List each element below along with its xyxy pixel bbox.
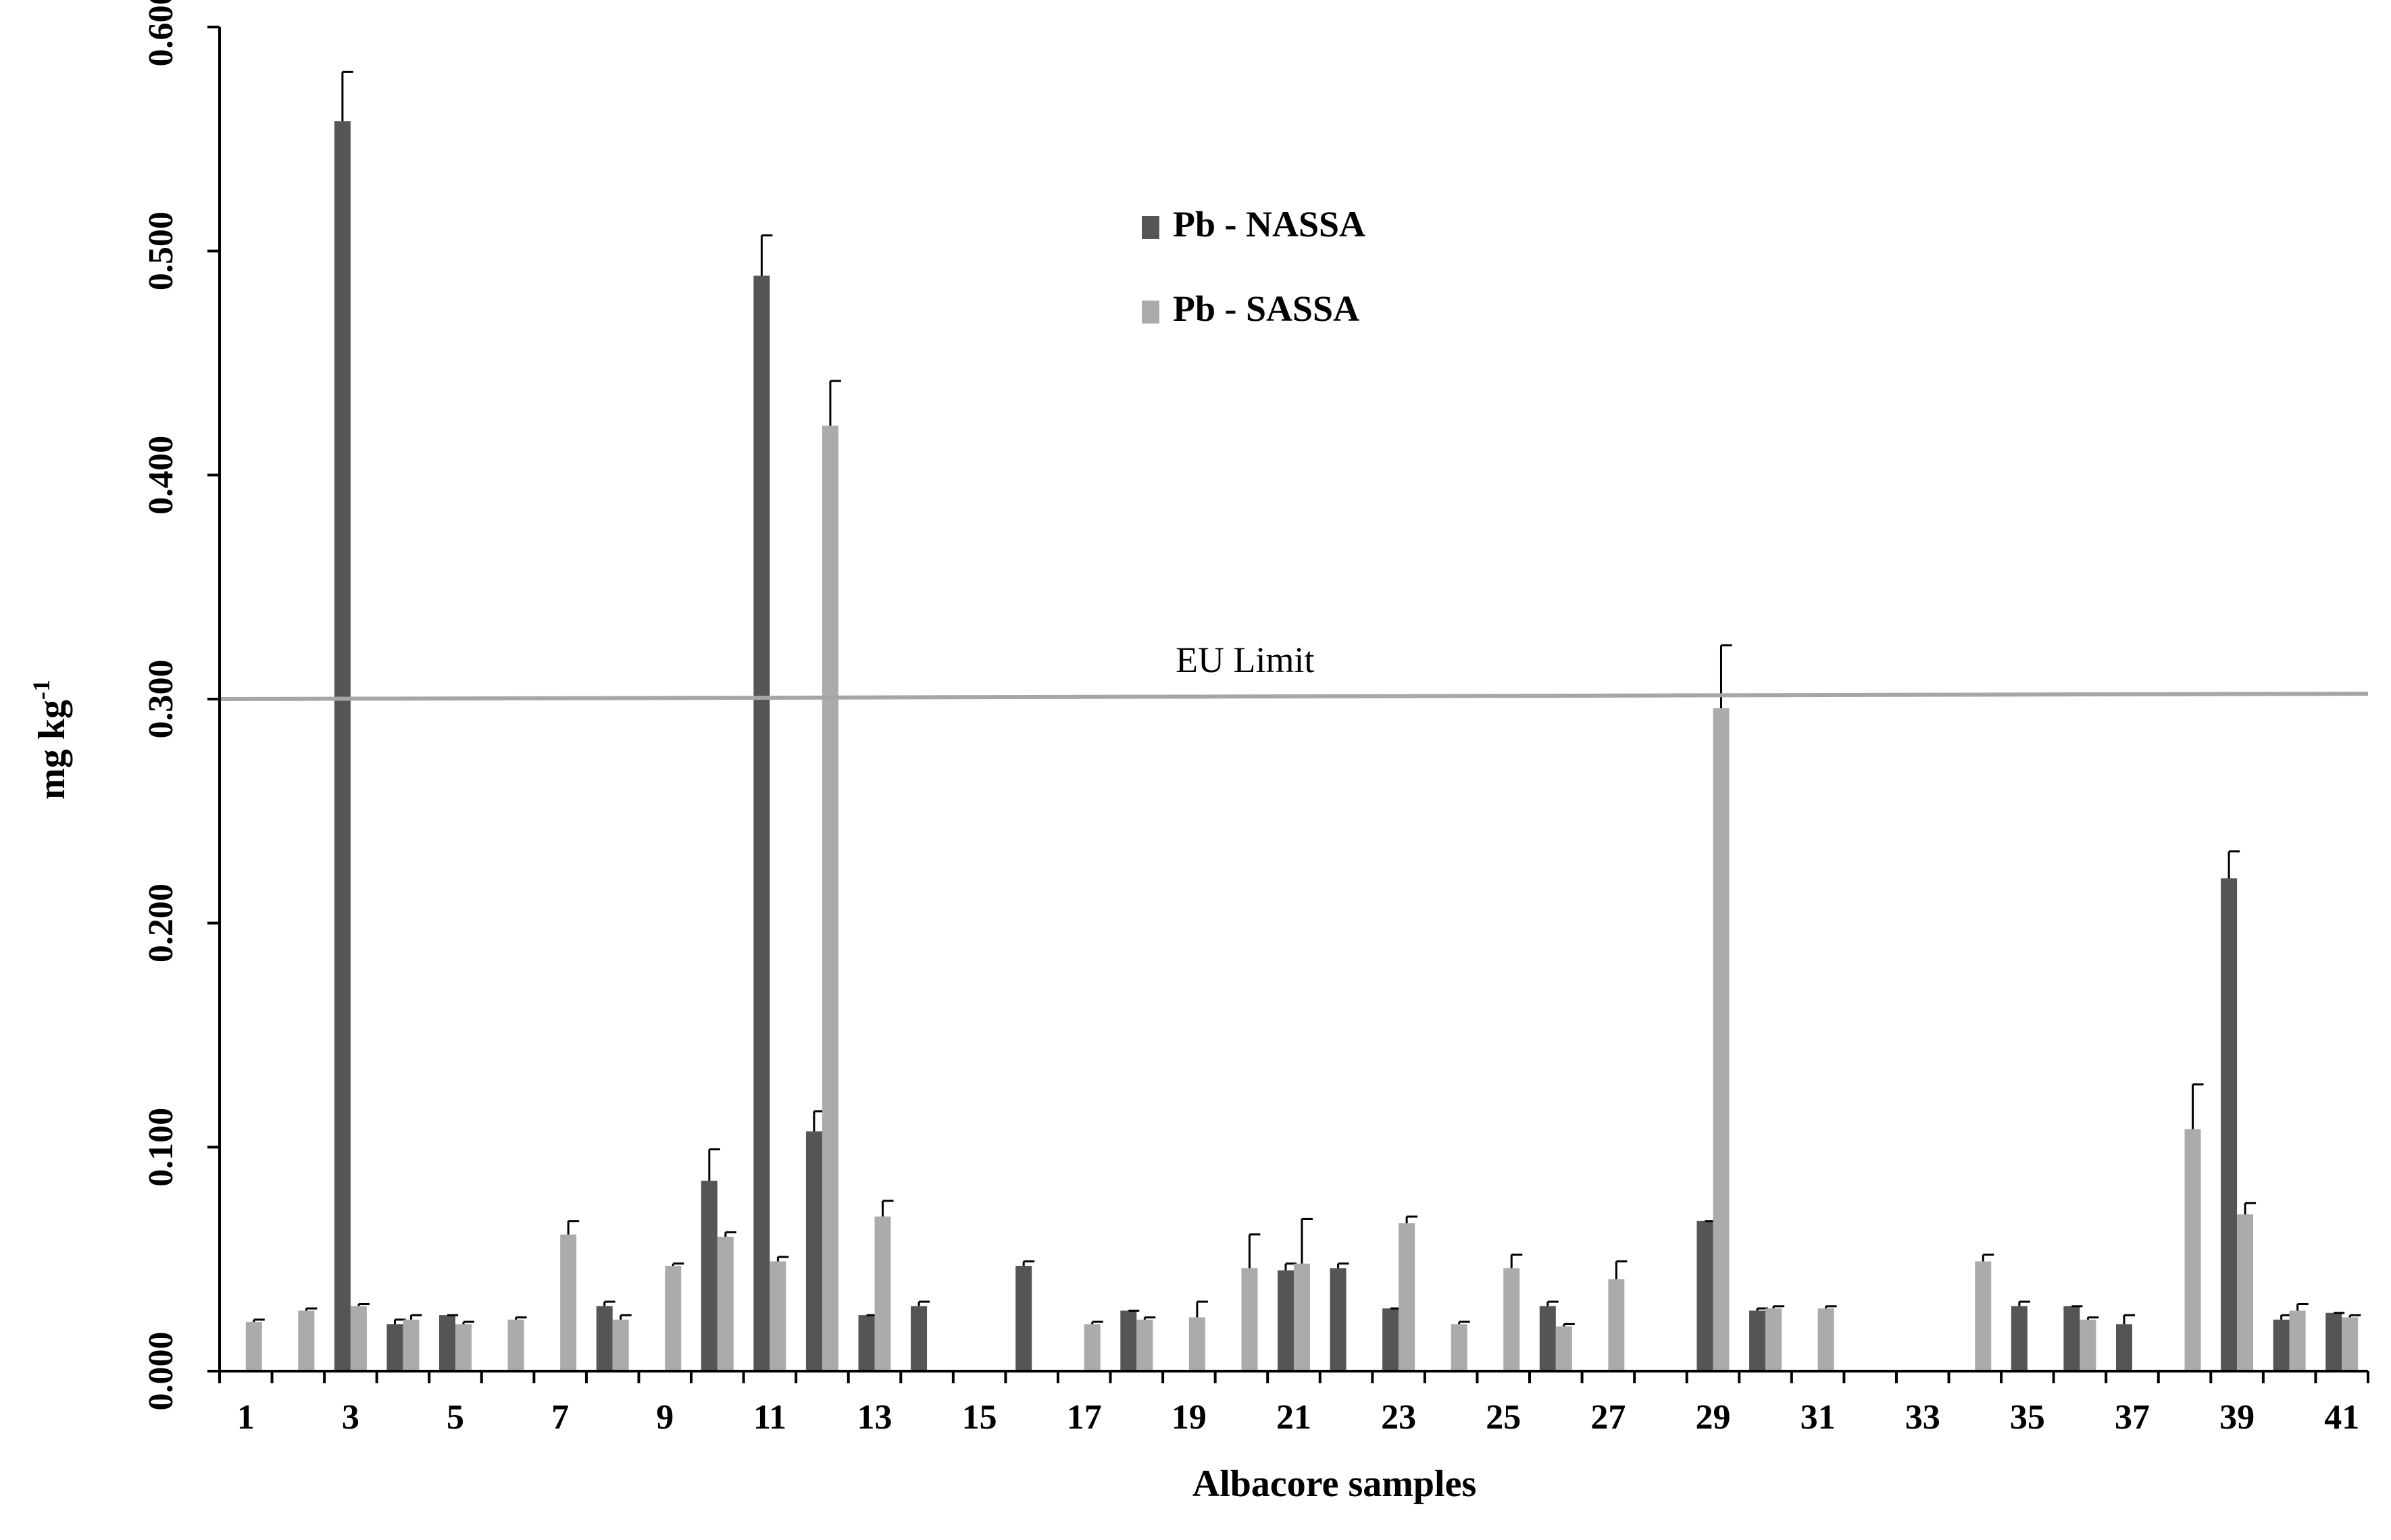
x-tick-label: 25 (1486, 1398, 1521, 1437)
bar-nassa (1382, 1308, 1399, 1371)
x-tick-label: 5 (447, 1398, 464, 1437)
bar-nassa (1015, 1266, 1032, 1371)
bar-nassa (805, 1131, 822, 1371)
bar-sassa (507, 1319, 524, 1371)
x-tick-label: 1 (237, 1398, 255, 1437)
bar-sassa (350, 1306, 367, 1371)
y-tick-label: 0.400 (142, 436, 180, 515)
bar-sassa (822, 426, 838, 1371)
bar-nassa (701, 1181, 718, 1371)
x-tick-label: 39 (2219, 1398, 2255, 1437)
bar-nassa (2115, 1324, 2132, 1371)
bar-nassa (2325, 1312, 2342, 1371)
bar-sassa (1713, 708, 1730, 1371)
bar-nassa (1539, 1306, 1556, 1371)
x-tick-label: 31 (1801, 1398, 1836, 1437)
y-axis-title: mg kg-1 (28, 679, 73, 800)
x-tick-label: 21 (1276, 1398, 1311, 1437)
bar-sassa (1451, 1324, 1467, 1371)
eu-limit-line (219, 692, 2369, 701)
x-tick-label: 23 (1381, 1398, 1416, 1437)
bar-nassa (2063, 1306, 2080, 1371)
bar-nassa (858, 1315, 875, 1371)
bar-sassa (560, 1234, 577, 1371)
bar-sassa (2184, 1129, 2201, 1371)
bar-sassa (1608, 1279, 1625, 1371)
x-tick-label: 41 (2324, 1398, 2359, 1437)
y-tick-label: 0.100 (142, 1108, 180, 1187)
bar-nassa (2011, 1306, 2028, 1371)
bar-sassa (1555, 1326, 1572, 1371)
eu-limit-label: EU Limit (1176, 640, 1314, 680)
x-tick-label: 3 (342, 1398, 359, 1437)
bar-sassa (717, 1237, 734, 1371)
x-tick-label: 37 (2115, 1398, 2150, 1437)
legend-swatch-sassa (1142, 301, 1159, 324)
bar-sassa (665, 1266, 682, 1371)
x-tick-label: 27 (1590, 1398, 1626, 1437)
bar-nassa (1278, 1270, 1294, 1371)
x-axis-title: Albacore samples (1192, 1463, 1477, 1505)
bar-sassa (874, 1216, 891, 1371)
bar-sassa (1765, 1308, 1782, 1371)
x-tick-label: 11 (753, 1398, 786, 1437)
bar-sassa (2289, 1310, 2306, 1371)
bar-nassa (2273, 1319, 2290, 1371)
legend-label-sassa: Pb - SASSA (1173, 288, 1359, 329)
bar-nassa (439, 1315, 456, 1371)
x-tick-label: 35 (2010, 1398, 2045, 1437)
legend-swatch-nassa (1142, 216, 1159, 239)
x-tick-label: 19 (1172, 1398, 1207, 1437)
y-axis-title-main: mg kg (31, 700, 73, 800)
x-tick-label: 7 (551, 1398, 569, 1437)
bar-nassa (1330, 1268, 1346, 1371)
bar-sassa (455, 1324, 472, 1371)
bar-nassa (1696, 1221, 1713, 1371)
bar-sassa (1241, 1268, 1258, 1371)
bar-nassa (753, 276, 770, 1371)
bar-sassa (245, 1322, 262, 1371)
legend-label-nassa: Pb - NASSA (1173, 204, 1365, 245)
bar-sassa (612, 1319, 629, 1371)
bar-sassa (2342, 1317, 2359, 1371)
bar-nassa (386, 1324, 403, 1371)
bar-sassa (1136, 1319, 1153, 1371)
bar-sassa (1084, 1324, 1101, 1371)
x-tick-label: 17 (1067, 1398, 1102, 1437)
y-tick-label: 0.200 (142, 883, 180, 962)
y-axis-title-superscript: -1 (28, 679, 55, 700)
bar-sassa (1503, 1268, 1520, 1371)
bar-sassa (1817, 1308, 1834, 1371)
bar-sassa (1975, 1261, 1992, 1371)
plot-area (245, 70, 2361, 1371)
x-ticks: 1 3 5 7 9 11 13 15 17 19 21 23 25 27 29 31 33 35 37 39 41 (218, 1371, 2369, 1437)
y-ticks: 0.000 0.100 0.200 0.300 0.400 0.500 0.600 (142, 0, 220, 1411)
y-tick-label: 0.300 (142, 660, 180, 739)
x-tick-label: 15 (962, 1398, 997, 1437)
bar-sassa (298, 1310, 315, 1371)
bar-nassa (1749, 1310, 1766, 1371)
x-tick-label: 9 (656, 1398, 674, 1437)
x-tick-label: 33 (1905, 1398, 1940, 1437)
x-tick-label: 13 (857, 1398, 892, 1437)
eu-limit-group: EU Limit (219, 640, 2369, 701)
bar-sassa (1188, 1317, 1205, 1371)
bar-nassa (1120, 1310, 1137, 1371)
bar-nassa (596, 1306, 613, 1371)
bar-sassa (1399, 1223, 1415, 1371)
bar-sassa (403, 1319, 420, 1371)
bar-sassa (770, 1261, 786, 1371)
bar-nassa (2221, 878, 2238, 1371)
bar-sassa (2237, 1214, 2254, 1371)
bar-nassa (911, 1306, 928, 1371)
y-tick-label: 0.000 (142, 1332, 180, 1411)
bar-nassa (334, 121, 351, 1371)
y-tick-label: 0.600 (142, 0, 180, 67)
x-tick-label: 29 (1695, 1398, 1730, 1437)
y-tick-label: 0.500 (142, 211, 180, 290)
bar-sassa (1294, 1263, 1310, 1371)
bar-sassa (2080, 1319, 2096, 1371)
legend: Pb - NASSA Pb - SASSA (1142, 204, 1365, 329)
